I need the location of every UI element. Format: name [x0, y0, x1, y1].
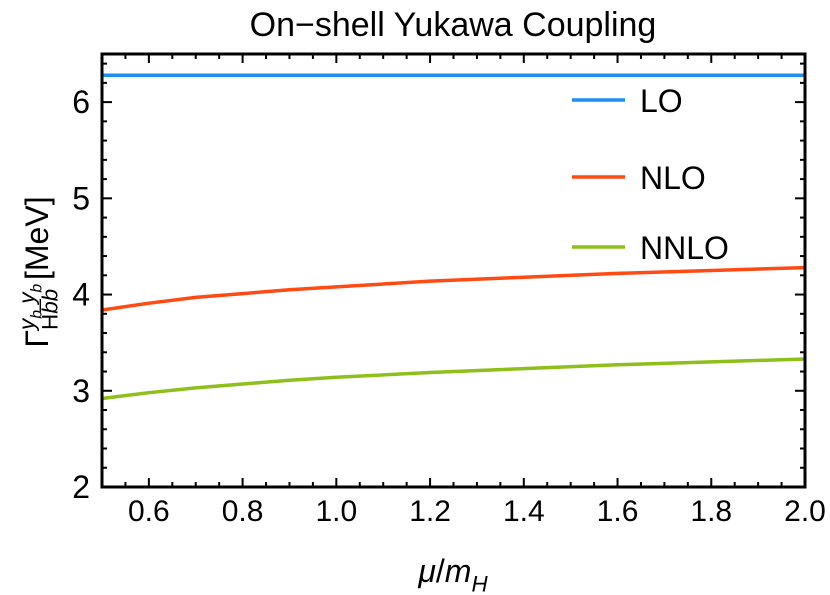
- x-tick-label: 0.8: [222, 495, 264, 528]
- y-axis-label: Γyb ybHb̅b [MeV]: [15, 196, 63, 347]
- series-line-nnlo: [101, 357, 806, 401]
- y-tick-label: 2: [72, 469, 90, 505]
- x-tick-label: 0.6: [128, 495, 170, 528]
- legend: LO NLO NNLO: [572, 83, 729, 266]
- x-tick-label: 1.8: [690, 495, 732, 528]
- x-tick-label: 1.4: [503, 495, 545, 528]
- legend-label-lo: LO: [640, 83, 683, 119]
- y-tick-label: 5: [72, 180, 90, 216]
- y-tick-label: 6: [72, 84, 90, 120]
- legend-label-nnlo: NNLO: [640, 230, 729, 266]
- series-line-nlo: [101, 265, 806, 312]
- x-tick-label: 1.2: [409, 495, 451, 528]
- x-tick-label: 1.6: [597, 495, 639, 528]
- series-layer: [101, 73, 806, 401]
- axes-layer: 0.6 0.8 1.0 1.2 1.4 1.6 1.8 2.0 2 3 4 5 6: [72, 52, 826, 528]
- x-tick-label: 1.0: [315, 495, 357, 528]
- y-tick-label: 3: [72, 373, 90, 409]
- x-axis-label: μ/mH: [417, 553, 488, 595]
- x-tick-label: 2.0: [784, 495, 826, 528]
- y-tick-label: 4: [72, 277, 90, 313]
- legend-label-nlo: NLO: [640, 160, 706, 196]
- chart-title: On−shell Yukawa Coupling: [250, 6, 657, 44]
